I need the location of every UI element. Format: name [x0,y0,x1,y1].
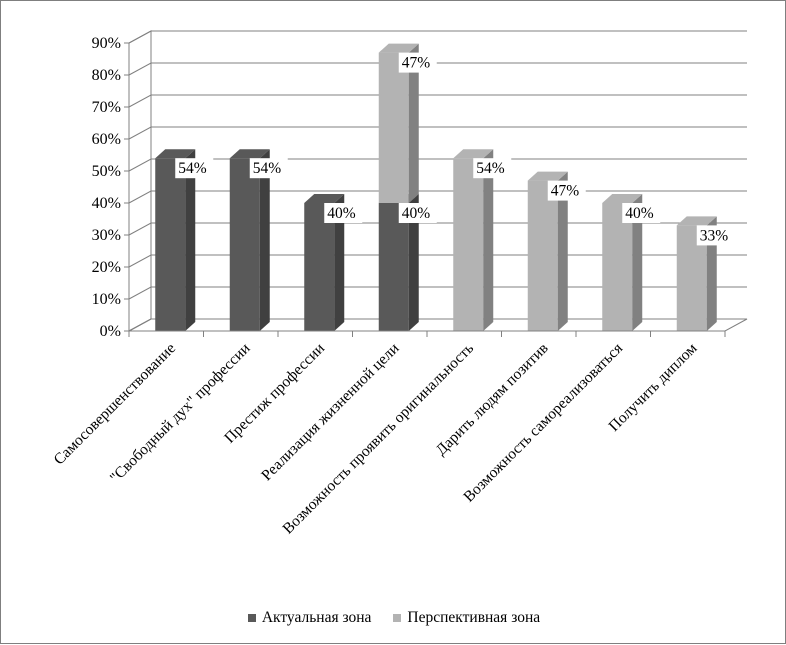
data-label: 54% [476,160,505,177]
data-label-bg [473,158,512,179]
legend-label-actual: Актуальная зона [261,609,372,626]
data-label: 54% [178,160,207,177]
bars [155,43,717,331]
data-label-bg [696,225,735,246]
bar-side [483,149,494,331]
data-label: 47% [402,55,431,72]
data-label-bg [398,52,437,73]
legend-swatch-prospective [393,614,402,622]
bar-top [453,149,494,159]
legend-item-actual: Актуальная зона [247,609,372,627]
gridline [128,222,747,236]
bar-actual [229,158,260,331]
bar-actual [304,203,335,331]
gridline [128,190,747,204]
legend-label-prospective: Перспективная зона [407,609,541,626]
bar-top [155,149,196,159]
bar-actual [378,203,409,331]
legend: Актуальная зона Перспективная зона [1,609,786,627]
side-wall [128,30,152,332]
y-tick-label: 50% [92,163,121,180]
gridline [128,94,747,108]
y-tick-label: 10% [92,291,121,308]
gridline [128,30,747,44]
floor [128,318,748,332]
y-tick-label: 70% [92,99,121,116]
data-label: 40% [402,205,431,222]
legend-swatch-actual [247,614,256,622]
category-label: "Свободный дух" профессии [107,340,254,487]
y-tick-label: 80% [92,67,121,84]
bar-side [632,194,643,331]
y-tick-label: 0% [100,323,121,340]
bar-top [602,194,643,203]
y-axis: 0% 10% 20% 30% 40% 50% 60% 70% 80% 90% [92,35,130,340]
bar-top [229,149,270,159]
gridline [128,126,747,140]
bar-top [676,216,717,226]
data-label: 33% [700,227,729,244]
data-label-bg [249,158,288,179]
bar-actual [155,158,186,331]
data-labels: 54% 54% 40% 40% 47% 54% 47% 40% 33% [175,52,735,246]
bar-side [408,194,419,331]
data-label: 54% [253,160,282,177]
data-label-bg [324,203,363,223]
y-tick-label: 90% [92,35,121,52]
gridline [128,286,747,300]
bar-prospective [527,180,558,331]
data-label-bg [398,203,437,223]
bar-side [408,43,419,203]
bar-top [304,194,345,203]
y-tick-label: 20% [92,259,121,276]
bar-top [378,43,419,53]
bar-top [527,171,568,181]
x-axis: Самосовершенствование"Свободный дух" про… [50,330,726,537]
legend-item-prospective: Перспективная зона [393,609,540,627]
data-label-bg [175,158,214,179]
bar-prospective [453,158,484,331]
gridlines [128,30,747,332]
y-tick-label: 60% [92,131,121,148]
data-label-bg [622,203,661,223]
bar-side [334,194,345,331]
bar-prospective [602,203,633,331]
bar-prospective [378,52,409,203]
data-label: 47% [551,183,580,200]
data-label: 40% [625,205,654,222]
gridline [128,318,747,332]
bar-side [557,171,568,331]
category-label: Реализация жизненной цели [258,340,402,484]
gridline [128,158,747,172]
chart-walls [128,30,748,332]
bar-side [185,149,196,331]
gridline [128,254,747,268]
y-tick-label: 40% [92,195,121,212]
data-label-bg [547,180,586,201]
y-tick-label: 30% [92,227,121,244]
bar-side [259,149,270,331]
data-label: 40% [327,205,356,222]
gridline [128,62,747,76]
category-label: Возможность самореализоваться [460,340,626,506]
category-label: Самосовершенствование [50,340,179,469]
